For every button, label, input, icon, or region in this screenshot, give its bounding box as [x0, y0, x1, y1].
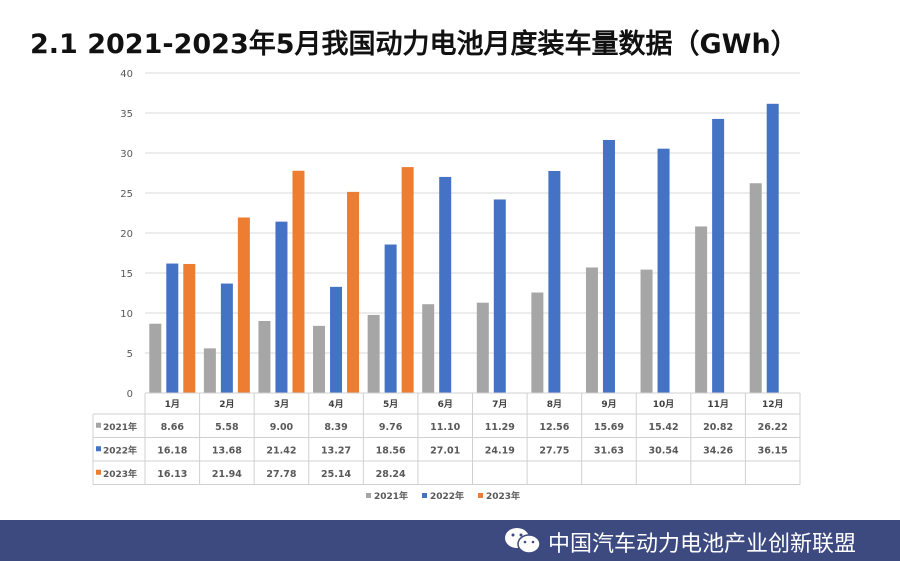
- bar-2021年-1月: [149, 323, 162, 393]
- data-value: 21.42: [266, 445, 296, 456]
- data-value: 12.56: [539, 422, 569, 433]
- footer-brand: 中国汽车动力电池产业创新联盟: [548, 532, 857, 557]
- bar-2022年-8月: [548, 171, 561, 393]
- legend-label: 2021年: [374, 490, 408, 502]
- category-label: 1月: [165, 399, 180, 410]
- legend-swatch: [478, 493, 483, 498]
- bar-2021年-5月: [367, 314, 380, 393]
- bar-2022年-4月: [330, 286, 343, 393]
- data-value: 21.94: [212, 469, 242, 480]
- category-label: 7月: [492, 399, 507, 410]
- data-value: 30.54: [649, 445, 679, 456]
- data-value: 27.78: [266, 469, 296, 480]
- legend-swatch: [422, 493, 427, 498]
- bar-2022年-10月: [657, 148, 670, 393]
- bar-2023年-5月: [401, 167, 414, 393]
- series-label: 2023年: [103, 468, 137, 480]
- category-label: 8月: [547, 399, 562, 410]
- y-tick-label: 10: [120, 309, 133, 320]
- bar-2022年-12月: [766, 103, 779, 394]
- category-label: 2月: [219, 399, 234, 410]
- category-label: 11月: [707, 399, 729, 410]
- data-value: 20.82: [703, 422, 733, 433]
- legend-label: 2022年: [430, 490, 464, 502]
- bar-2022年-1月: [166, 263, 179, 393]
- data-value: 18.56: [376, 445, 406, 456]
- legend-label: 2023年: [486, 490, 520, 502]
- bar-2021年-6月: [422, 304, 435, 393]
- legend-key: [96, 422, 101, 428]
- bar-2022年-3月: [275, 221, 288, 393]
- y-tick-label: 20: [120, 229, 133, 240]
- data-value: 28.24: [376, 469, 406, 480]
- bar-2022年-2月: [220, 283, 233, 393]
- page-title: 2.1 2021-2023年5月我国动力电池月度装车量数据（GWh）: [30, 29, 798, 60]
- bar-chart: 0 5 10 15 20 25 30 35 40 1月 2月 3月 4月 5月 6月 7月 8月 9月 10月 11月…: [92, 69, 801, 502]
- bar-2021年-11月: [695, 226, 708, 393]
- data-value: 27.75: [539, 445, 569, 456]
- y-tick-label: 25: [120, 189, 133, 200]
- category-label: 3月: [274, 399, 289, 410]
- category-label: 9月: [601, 399, 616, 410]
- category-label: 4月: [328, 399, 343, 410]
- data-value: 5.58: [215, 422, 239, 433]
- data-value: 11.29: [485, 422, 515, 433]
- data-value: 25.14: [321, 469, 351, 480]
- data-value: 16.13: [157, 469, 187, 480]
- y-tick-label: 5: [127, 349, 133, 360]
- category-label: 5月: [383, 399, 398, 410]
- y-tick-label: 30: [120, 149, 133, 160]
- y-tick-label: 40: [120, 69, 133, 80]
- category-label: 12月: [762, 399, 784, 410]
- data-value: 8.66: [161, 422, 185, 433]
- bar-2021年-7月: [476, 302, 489, 393]
- data-value: 24.19: [485, 445, 515, 456]
- bar-2023年-4月: [347, 191, 360, 393]
- bar-2021年-4月: [313, 325, 326, 393]
- data-value: 16.18: [157, 445, 187, 456]
- category-label: 10月: [653, 399, 675, 410]
- legend-key: [96, 469, 101, 475]
- bar-2022年-11月: [712, 118, 725, 394]
- data-value: 31.63: [594, 445, 624, 456]
- bar-2023年-2月: [237, 217, 250, 393]
- bar-2022年-5月: [384, 244, 397, 393]
- bar-2023年-1月: [183, 263, 196, 393]
- footer-banner: 中国汽车动力电池产业创新联盟: [0, 520, 900, 561]
- data-value: 27.01: [430, 445, 460, 456]
- data-value: 15.42: [649, 422, 679, 433]
- bar-2023年-3月: [292, 170, 305, 393]
- bar-2021年-2月: [203, 348, 216, 393]
- data-value: 34.26: [703, 445, 733, 456]
- data-value: 36.15: [758, 445, 788, 456]
- data-value: 13.68: [212, 445, 242, 456]
- bar-2021年-9月: [585, 267, 598, 393]
- data-value: 13.27: [321, 445, 351, 456]
- bar-2021年-12月: [749, 183, 762, 393]
- data-value: 9.76: [379, 422, 403, 433]
- bar-2021年-3月: [258, 321, 271, 393]
- y-tick-label: 0: [127, 389, 133, 400]
- bar-2022年-7月: [493, 199, 506, 393]
- data-value: 8.39: [324, 422, 347, 433]
- data-value: 26.22: [758, 422, 788, 433]
- bar-2022年-9月: [602, 139, 615, 393]
- y-tick-label: 15: [120, 269, 133, 280]
- bar-2021年-10月: [640, 269, 653, 393]
- data-value: 11.10: [430, 422, 460, 433]
- y-tick-label: 35: [120, 109, 133, 120]
- data-value: 15.69: [594, 422, 624, 433]
- wechat-icon: [505, 528, 541, 554]
- bar-2021年-8月: [531, 292, 544, 393]
- category-label: 6月: [438, 399, 453, 410]
- legend-key: [96, 446, 101, 452]
- data-value: 9.00: [270, 422, 294, 433]
- series-label: 2021年: [103, 421, 137, 433]
- legend-swatch: [366, 493, 371, 498]
- bar-2022年-6月: [439, 176, 452, 393]
- series-label: 2022年: [103, 444, 137, 456]
